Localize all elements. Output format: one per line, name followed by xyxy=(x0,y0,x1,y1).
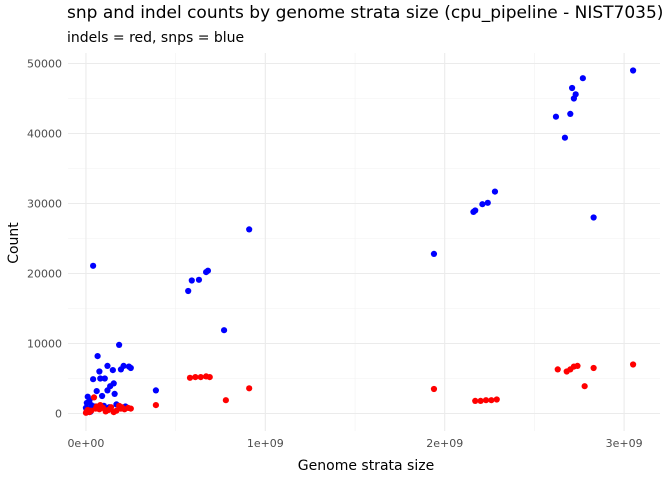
x-tick-label: 1e+09 xyxy=(247,437,284,450)
snp-point xyxy=(590,214,597,221)
snp-point xyxy=(195,276,203,283)
indel-point xyxy=(430,385,438,393)
indel-point xyxy=(127,405,134,412)
snp-point xyxy=(430,250,438,257)
snp-point xyxy=(484,199,491,206)
indel-point xyxy=(152,402,160,409)
snp-point xyxy=(109,367,116,374)
indel-point xyxy=(590,364,597,372)
indel-series xyxy=(82,361,637,416)
tick-labels: 0e+00 1e+09 2e+09 3e+09 0 10000 20000 30000 4000… xyxy=(27,58,643,451)
snp-point xyxy=(101,375,108,382)
grid xyxy=(68,53,660,431)
y-tick-label: 20000 xyxy=(27,268,62,281)
indel-point xyxy=(554,366,561,373)
indel-point xyxy=(482,397,490,404)
indel-point xyxy=(246,385,253,392)
y-tick-label: 30000 xyxy=(27,198,62,211)
snp-point xyxy=(479,201,486,208)
snp-point xyxy=(561,134,569,141)
snp-point xyxy=(220,327,228,334)
indel-point xyxy=(197,374,204,381)
snp-point xyxy=(491,188,499,195)
snp-point xyxy=(188,277,195,284)
x-axis-title: Genome strata size xyxy=(298,458,434,474)
indel-point xyxy=(107,404,115,411)
indel-point xyxy=(488,397,495,404)
snp-point xyxy=(111,390,118,397)
snp-point xyxy=(117,366,125,373)
snp-point xyxy=(567,110,574,117)
snp-point xyxy=(90,262,97,269)
indel-point xyxy=(493,396,500,403)
snp-point xyxy=(97,375,104,382)
y-axis-title: Count xyxy=(6,222,22,264)
snp-point xyxy=(568,84,576,92)
snp-point xyxy=(116,341,123,348)
snp-point xyxy=(104,362,111,369)
snp-point xyxy=(93,388,100,395)
x-tick-label: 0e+00 xyxy=(67,437,104,450)
snp-point xyxy=(246,226,253,233)
data-points xyxy=(82,67,637,416)
snp-point xyxy=(472,207,479,214)
indel-point xyxy=(90,394,98,401)
indel-point xyxy=(472,397,479,404)
snp-point xyxy=(127,364,134,372)
x-tick-label: 2e+09 xyxy=(426,437,463,450)
indel-point xyxy=(192,374,199,381)
snp-point xyxy=(152,387,160,394)
chart-subtitle: indels = red, snps = blue xyxy=(67,30,245,46)
x-tick-label: 3e+09 xyxy=(606,437,643,450)
indel-point xyxy=(629,361,637,368)
snp-point xyxy=(104,387,111,394)
snp-point xyxy=(572,91,579,98)
y-tick-label: 40000 xyxy=(27,128,62,141)
y-tick-label: 10000 xyxy=(27,338,62,351)
snp-point xyxy=(552,113,560,120)
y-tick-label: 50000 xyxy=(27,58,62,71)
snp-series xyxy=(82,67,637,416)
indel-point xyxy=(206,374,213,381)
snp-point xyxy=(204,267,212,274)
y-tick-label: 0 xyxy=(55,408,62,421)
snp-point xyxy=(90,376,97,383)
indel-point xyxy=(581,383,588,390)
snp-point xyxy=(96,368,103,375)
indel-point xyxy=(186,374,194,381)
snp-point xyxy=(185,287,192,295)
indel-point xyxy=(574,362,581,369)
snp-point xyxy=(94,353,101,360)
indel-point xyxy=(477,397,484,404)
snp-point xyxy=(98,392,106,400)
snp-point xyxy=(579,75,586,82)
snp-point xyxy=(629,67,637,74)
indel-point xyxy=(222,397,229,404)
chart-title: snp and indel counts by genome strata si… xyxy=(67,3,664,23)
